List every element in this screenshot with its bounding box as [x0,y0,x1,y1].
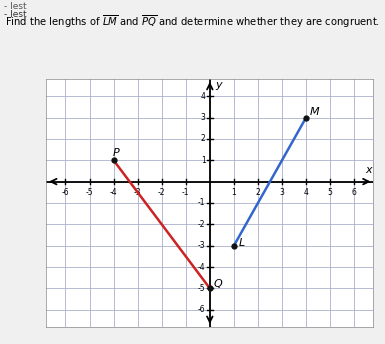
Text: L: L [238,238,244,248]
Text: -1: -1 [198,198,206,207]
Text: -5: -5 [86,187,93,196]
Text: -5: -5 [198,284,206,293]
Text: -4: -4 [110,187,117,196]
Text: -6: -6 [198,305,206,314]
Text: -3: -3 [198,241,206,250]
Text: 3: 3 [201,113,206,122]
Text: P: P [112,148,119,159]
Text: 1: 1 [201,156,206,165]
Text: -1: -1 [182,187,189,196]
Text: 3: 3 [280,187,285,196]
Text: x: x [366,165,372,175]
Text: Q: Q [213,279,222,289]
Text: -3: -3 [134,187,141,196]
Text: - lest: - lest [4,10,27,19]
Text: Find the lengths of $\overline{LM}$ and $\overline{PQ}$ and determine whether th: Find the lengths of $\overline{LM}$ and … [5,14,380,30]
Text: -6: -6 [62,187,69,196]
Text: 5: 5 [328,187,333,196]
Text: y: y [215,80,222,90]
Text: M: M [310,107,319,117]
Text: 2: 2 [201,135,206,143]
Text: - lest: - lest [4,2,27,11]
Text: 4: 4 [304,187,308,196]
Text: 2: 2 [256,187,260,196]
Text: -4: -4 [198,262,206,271]
Text: -2: -2 [158,187,166,196]
Text: 4: 4 [201,92,206,101]
Text: 1: 1 [231,187,236,196]
Text: 6: 6 [352,187,357,196]
Text: -2: -2 [198,220,206,229]
